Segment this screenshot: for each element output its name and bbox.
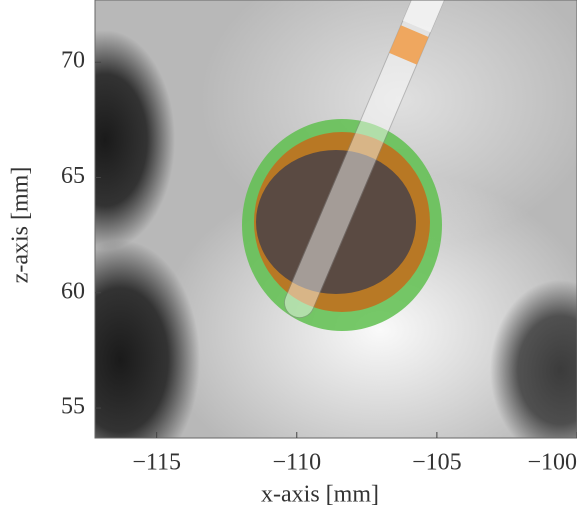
y-axis-label: z-axis [mm] [8,167,34,284]
y-tick-label: 70 [61,48,85,74]
y-tick-label: 65 [61,163,85,189]
x-tick-label: −100 [527,450,577,476]
x-axis-label: x-axis [mm] [261,482,379,508]
x-tick-label: −105 [412,450,462,476]
x-tick-label: −110 [272,450,321,476]
image [35,0,577,490]
x-tick-label: −115 [132,450,181,476]
y-tick-label: 55 [61,394,85,420]
y-tick-label: 60 [61,278,85,304]
figure: x-axis [mm] z-axis [mm] −115 −110 −105 −100… [0,0,577,511]
